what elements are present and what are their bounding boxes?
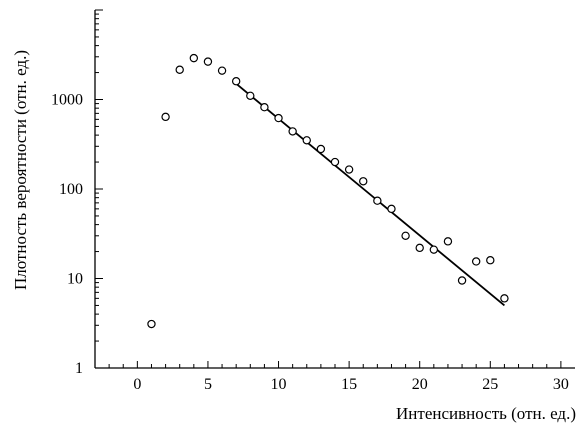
data-point (443, 237, 453, 246)
data-point (246, 91, 255, 100)
x-tick-label: 5 (204, 376, 212, 393)
y-tick-label: 1 (75, 360, 83, 377)
data-point (175, 65, 184, 74)
y-tick-label: 10 (67, 271, 83, 288)
x-tick-label: 0 (133, 376, 141, 393)
data-point (359, 177, 368, 186)
data-point (429, 245, 439, 254)
x-tick-label: 25 (482, 376, 498, 393)
data-point (415, 243, 424, 253)
x-tick-label: 15 (341, 376, 357, 393)
data-point (302, 136, 311, 145)
data-point (161, 112, 170, 122)
axes: 0 5 10 15 20 25 30 1 10 100 1000 (51, 9, 575, 393)
data-point (231, 77, 241, 86)
data-point (486, 256, 495, 265)
y-tick-label: 100 (59, 181, 83, 198)
data-point (471, 257, 481, 266)
data-point (500, 294, 509, 303)
data-point (330, 157, 340, 167)
data-point (401, 231, 410, 240)
data-point (457, 276, 467, 285)
data-point (288, 127, 297, 136)
axis-labels: Интенсивность (отн. ед.) Плотность вероя… (11, 50, 576, 423)
y-axis-label: Плотность вероятности (отн. ед.) (11, 50, 30, 290)
x-tick-label: 20 (412, 376, 428, 393)
x-axis-label: Интенсивность (отн. ед.) (396, 404, 576, 423)
data-point (373, 196, 382, 205)
chart-marks (147, 53, 509, 329)
data-point (217, 66, 227, 75)
data-point (316, 144, 326, 154)
x-tick-label: 30 (553, 376, 569, 393)
data-point (274, 113, 283, 123)
data-point (189, 53, 199, 63)
data-point (203, 57, 213, 66)
data-point (147, 319, 156, 329)
x-tick-label: 10 (271, 376, 287, 393)
data-point (344, 165, 354, 174)
data-point (260, 103, 269, 112)
data-point (387, 204, 396, 214)
y-tick-label: 1000 (51, 92, 83, 109)
